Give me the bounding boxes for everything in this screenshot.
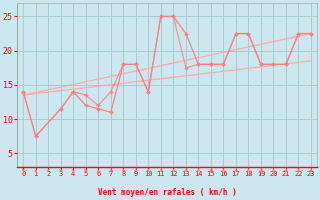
X-axis label: Vent moyen/en rafales ( km/h ): Vent moyen/en rafales ( km/h ) <box>98 188 236 197</box>
